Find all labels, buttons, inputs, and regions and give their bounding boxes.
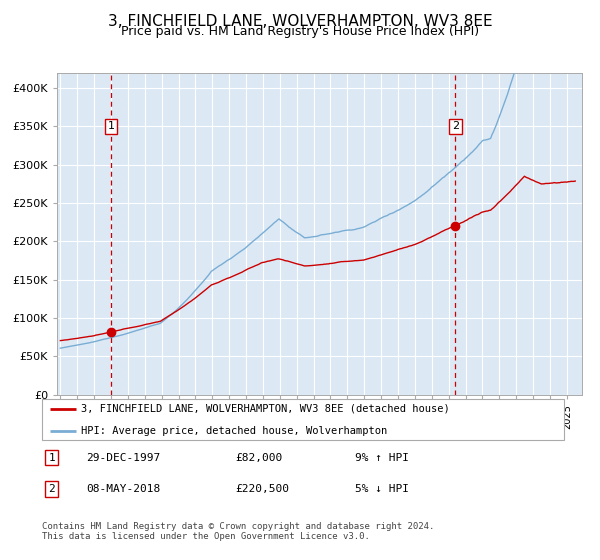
Text: 2: 2 xyxy=(48,484,55,494)
Text: £220,500: £220,500 xyxy=(235,484,289,494)
Text: 2: 2 xyxy=(452,122,459,132)
Text: 3, FINCHFIELD LANE, WOLVERHAMPTON, WV3 8EE (detached house): 3, FINCHFIELD LANE, WOLVERHAMPTON, WV3 8… xyxy=(81,404,450,414)
Text: Price paid vs. HM Land Registry's House Price Index (HPI): Price paid vs. HM Land Registry's House … xyxy=(121,25,479,38)
Text: 08-MAY-2018: 08-MAY-2018 xyxy=(86,484,161,494)
Text: 1: 1 xyxy=(107,122,115,132)
FancyBboxPatch shape xyxy=(42,399,564,440)
Text: Contains HM Land Registry data © Crown copyright and database right 2024.
This d: Contains HM Land Registry data © Crown c… xyxy=(42,522,434,542)
Text: 3, FINCHFIELD LANE, WOLVERHAMPTON, WV3 8EE: 3, FINCHFIELD LANE, WOLVERHAMPTON, WV3 8… xyxy=(107,14,493,29)
Text: 5% ↓ HPI: 5% ↓ HPI xyxy=(355,484,409,494)
Text: £82,000: £82,000 xyxy=(235,452,283,463)
Text: HPI: Average price, detached house, Wolverhampton: HPI: Average price, detached house, Wolv… xyxy=(81,426,388,436)
Text: 1: 1 xyxy=(48,452,55,463)
Text: 29-DEC-1997: 29-DEC-1997 xyxy=(86,452,161,463)
Text: 9% ↑ HPI: 9% ↑ HPI xyxy=(355,452,409,463)
